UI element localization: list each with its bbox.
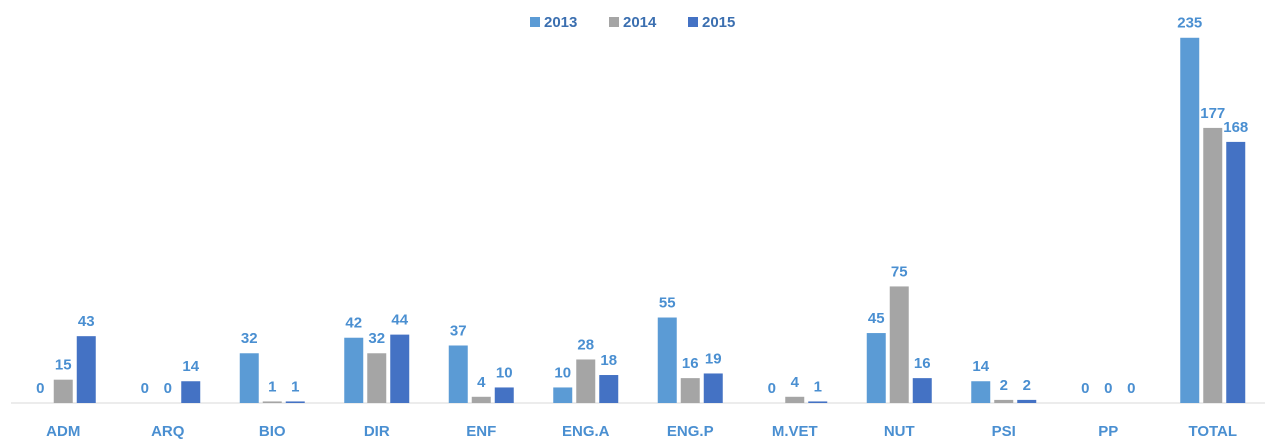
- bar: [599, 375, 619, 403]
- bar: [680, 378, 700, 403]
- x-tick-label: ENG.P: [667, 423, 714, 439]
- bar: [785, 396, 805, 403]
- data-label: 14: [182, 358, 199, 375]
- bar: [494, 387, 514, 403]
- data-label: 1: [291, 378, 299, 395]
- data-label: 0: [768, 380, 776, 397]
- bar: [553, 387, 573, 403]
- bar: [703, 373, 723, 403]
- x-tick-label: PP: [1098, 423, 1118, 439]
- bar: [390, 334, 410, 403]
- bar: [285, 401, 305, 403]
- bar: [912, 378, 932, 403]
- x-tick-label: BIO: [259, 423, 286, 439]
- data-label: 0: [141, 380, 149, 397]
- x-tick-label: NUT: [884, 423, 915, 439]
- data-label: 0: [1081, 380, 1089, 397]
- x-tick-label: PSI: [992, 423, 1016, 439]
- x-tick-label: ARQ: [151, 423, 185, 439]
- legend: 2015: [702, 14, 735, 31]
- bar: [994, 399, 1014, 403]
- data-label: 45: [868, 310, 885, 327]
- data-label: 32: [368, 330, 385, 347]
- bar: [76, 336, 96, 403]
- x-tick-label: ADM: [46, 423, 80, 439]
- bar: [181, 381, 201, 403]
- x-tick-label: TOTAL: [1188, 423, 1237, 439]
- bar: [1203, 127, 1223, 403]
- bar: [367, 353, 387, 403]
- x-tick-label: ENF: [466, 423, 496, 439]
- bar: [576, 359, 596, 403]
- bar: [1226, 141, 1246, 403]
- x-tick-label: ENG.A: [562, 423, 610, 439]
- bar: [971, 381, 991, 403]
- data-label: 177: [1200, 105, 1225, 122]
- data-label: 2: [1023, 377, 1031, 394]
- bar: [53, 379, 73, 403]
- data-label: 1: [268, 378, 276, 395]
- data-label: 42: [345, 315, 362, 332]
- bar: [808, 401, 828, 403]
- bar: [448, 345, 468, 403]
- bar: [239, 353, 259, 403]
- legend-swatch: [530, 17, 540, 27]
- data-label: 168: [1223, 119, 1248, 136]
- data-label: 14: [972, 358, 989, 375]
- x-tick-label: DIR: [364, 423, 390, 439]
- x-tick-label: M.VET: [772, 423, 818, 439]
- data-label: 4: [791, 374, 800, 391]
- data-label: 0: [1104, 380, 1112, 397]
- legend-swatch: [609, 17, 619, 27]
- data-label: 43: [78, 313, 95, 330]
- data-label: 37: [450, 322, 467, 339]
- bar: [262, 401, 282, 403]
- data-label: 19: [705, 350, 722, 367]
- data-label: 1: [814, 378, 822, 395]
- data-label: 16: [914, 355, 931, 372]
- data-label: 4: [477, 374, 486, 391]
- bar: [866, 333, 886, 403]
- data-label: 10: [554, 364, 571, 381]
- legend: 2013: [544, 14, 577, 31]
- data-label: 18: [600, 352, 617, 369]
- data-label: 44: [391, 312, 408, 329]
- data-label: 32: [241, 330, 258, 347]
- data-label: 28: [577, 336, 594, 353]
- bar: [1180, 37, 1200, 403]
- data-label: 2: [1000, 377, 1008, 394]
- data-label: 75: [891, 263, 908, 280]
- bar: [1017, 399, 1037, 403]
- data-label: 55: [659, 294, 676, 311]
- bar: [657, 317, 677, 403]
- bar: [344, 337, 364, 403]
- bar: [471, 396, 491, 403]
- data-label: 10: [496, 364, 513, 381]
- data-label: 15: [55, 357, 72, 374]
- data-label: 0: [164, 380, 172, 397]
- data-label: 0: [36, 380, 44, 397]
- data-label: 16: [682, 355, 699, 372]
- bar: [889, 286, 909, 403]
- data-label: 235: [1177, 15, 1202, 32]
- legend: 2014: [623, 14, 657, 31]
- legend-swatch: [688, 17, 698, 27]
- data-label: 0: [1127, 380, 1135, 397]
